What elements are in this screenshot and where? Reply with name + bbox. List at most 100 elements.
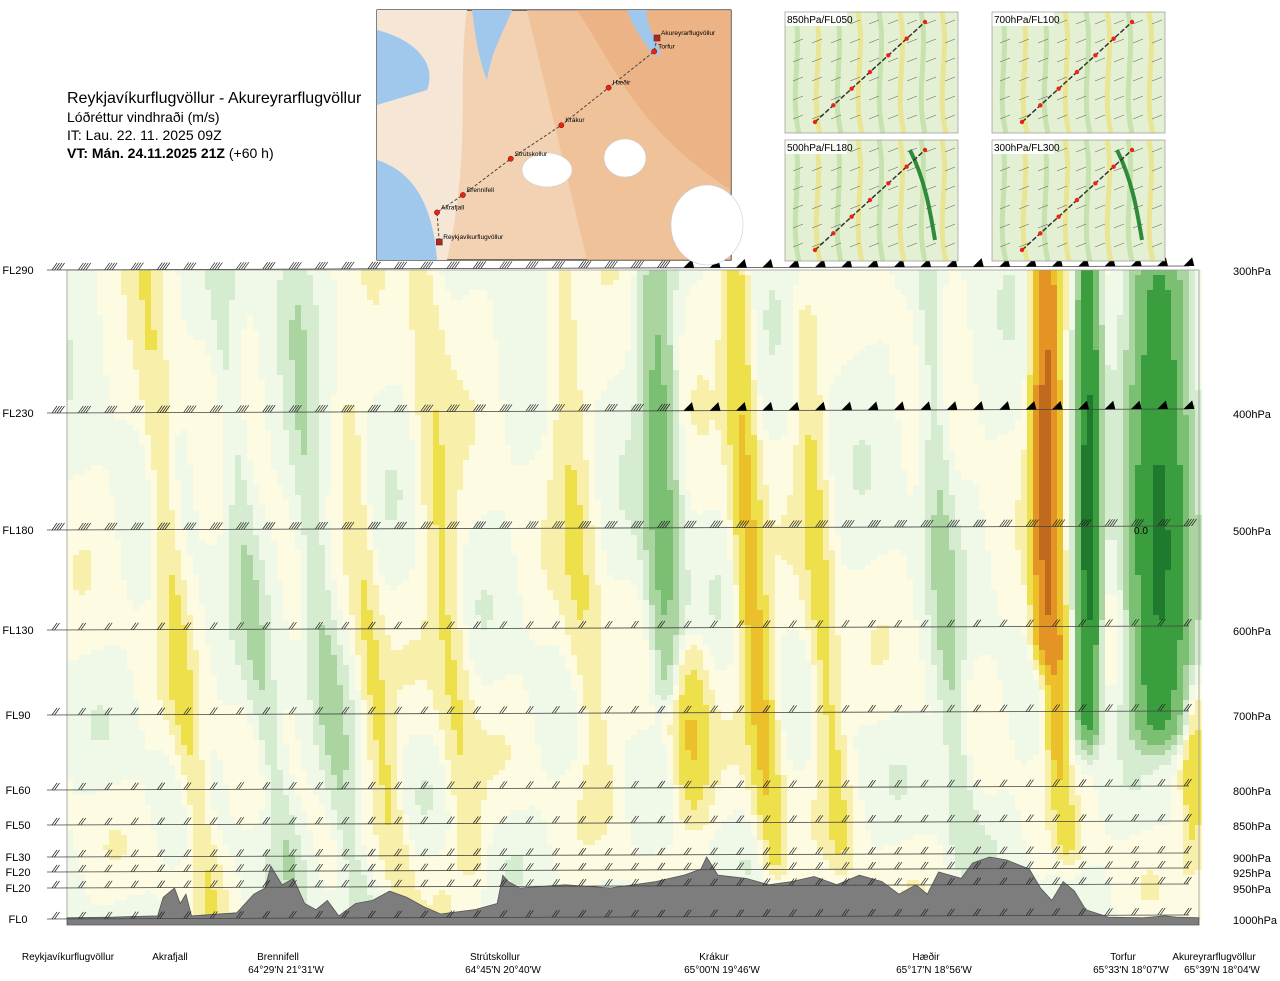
hpa-label: 1000hPa [1233, 915, 1278, 927]
waypoint-marker [460, 192, 465, 197]
inset-waypoint [1038, 103, 1042, 107]
airport-marker [654, 35, 660, 41]
fl-label: FL90 [5, 710, 30, 722]
inset-waypoint [1130, 20, 1134, 24]
inset-shading [1149, 12, 1153, 133]
inset-shading [900, 140, 904, 261]
map-point-label: Strútskollur [515, 151, 548, 158]
inset-shading [942, 140, 946, 261]
inset-label: 300hPa/FL300 [994, 143, 1060, 154]
inset-waypoint [868, 198, 872, 202]
map-point-label: Torfur [658, 43, 675, 50]
fl-label: FL290 [2, 265, 33, 277]
inset-waypoint [1056, 214, 1060, 218]
station-name: Brennifell [257, 952, 299, 963]
hpa-label: 850hPa [1233, 821, 1272, 833]
route-title: Reykjavíkurflugvöllur - Akureyrarflugvöl… [67, 90, 361, 108]
inset-waypoint [923, 20, 927, 24]
issue-time: IT: Lau. 22. 11. 2025 09Z [67, 126, 361, 144]
variable-label: Lóðréttur vindhraði (m/s) [67, 108, 361, 126]
inset-shading [900, 12, 904, 133]
valid-time: VT: Mán. 24.11.2025 21Z [67, 145, 225, 161]
hpa-label: 500hPa [1233, 526, 1272, 538]
fl-label: FL30 [5, 852, 30, 864]
inset-waypoint [1111, 164, 1115, 168]
waypoint-marker [559, 123, 564, 128]
route-map: AkureyrarflugvöllurTorfurHæðirKrákurStrú… [377, 10, 743, 265]
station-name: Akureyrarflugvöllur [1172, 952, 1256, 963]
inset-map-3: 500hPa/FL180 [785, 140, 958, 261]
inset-waypoint [886, 181, 890, 185]
inset-shading [816, 140, 820, 261]
inset-waypoint [831, 231, 835, 235]
inset-waypoint [868, 70, 872, 74]
station-name: Strútskollur [470, 952, 521, 963]
inset-shading [1065, 12, 1069, 133]
hpa-label: 800hPa [1233, 786, 1272, 798]
hpa-label: 700hPa [1233, 711, 1272, 723]
inset-waypoint [813, 248, 817, 252]
map-point-label: Akrafjall [441, 204, 465, 211]
hpa-label: 400hPa [1233, 409, 1272, 421]
inset-shading [1128, 12, 1132, 133]
inset-waypoint [1093, 53, 1097, 57]
hpa-label: 950hPa [1233, 884, 1272, 896]
hpa-label: 925hPa [1233, 868, 1272, 880]
inset-shading [921, 140, 925, 261]
inset-shading [1107, 12, 1111, 133]
inset-shading [942, 12, 946, 133]
fl-label: FL20 [5, 867, 30, 879]
inset-waypoint [1093, 181, 1097, 185]
inset-shading [1002, 140, 1006, 261]
waypoint-marker [434, 210, 439, 215]
station-name: Akrafjall [152, 952, 188, 963]
fl-label: FL180 [2, 525, 33, 537]
inset-shading [1065, 140, 1069, 261]
inset-shading [816, 12, 820, 133]
station-coord: 64°45'N 20°40'W [465, 965, 541, 976]
glacier [604, 139, 646, 177]
station-name: Hæðir [912, 951, 940, 963]
lead-time: (+60 h) [229, 145, 274, 161]
map-point-label: Brennifell [467, 187, 495, 194]
inset-shading [921, 12, 925, 133]
airport-marker [436, 239, 442, 245]
map-point-label: Hæðir [613, 79, 632, 87]
inset-map-4: 300hPa/FL300 [992, 140, 1165, 261]
map-point-label: Krákur [565, 117, 585, 124]
inset-shading [1002, 12, 1006, 133]
waypoint-marker [508, 156, 513, 161]
map-point-label: Reykjavíkurflugvöllur [443, 234, 504, 241]
station-coord: 65°39'N 18°04'W [1184, 965, 1260, 976]
inset-shading [1107, 140, 1111, 261]
inset-shading [795, 140, 799, 261]
station-coord: 65°17'N 18°56'W [896, 965, 972, 976]
inset-waypoint [1130, 148, 1134, 152]
waypoint-marker [652, 49, 657, 54]
inset-waypoint [1111, 36, 1115, 40]
waypoint-marker [606, 85, 611, 90]
fl-label: FL230 [2, 408, 33, 420]
inset-shading [1044, 12, 1048, 133]
inset-waypoint [1075, 198, 1079, 202]
hpa-label: 900hPa [1233, 853, 1272, 865]
fl-label: FL130 [2, 625, 33, 637]
inset-waypoint [904, 36, 908, 40]
fl-label: FL60 [5, 785, 30, 797]
inset-shading [795, 12, 799, 133]
inset-waypoint [849, 214, 853, 218]
fl-label: FL20 [5, 883, 30, 895]
inset-shading [879, 140, 883, 261]
inset-waypoint [886, 53, 890, 57]
glacier [522, 153, 572, 187]
inset-label: 700hPa/FL100 [994, 15, 1060, 26]
fl-label: FL0 [9, 914, 28, 926]
station-name: Torfur [1110, 952, 1136, 963]
inset-shading [1086, 140, 1090, 261]
inset-map-1: 850hPa/FL050 [785, 12, 958, 133]
inset-shading [1023, 12, 1027, 133]
inset-map-2: 700hPa/FL100 [992, 12, 1165, 133]
station-name: Krákur [699, 952, 729, 963]
inset-shading [1086, 12, 1090, 133]
hpa-label: 600hPa [1233, 626, 1272, 638]
